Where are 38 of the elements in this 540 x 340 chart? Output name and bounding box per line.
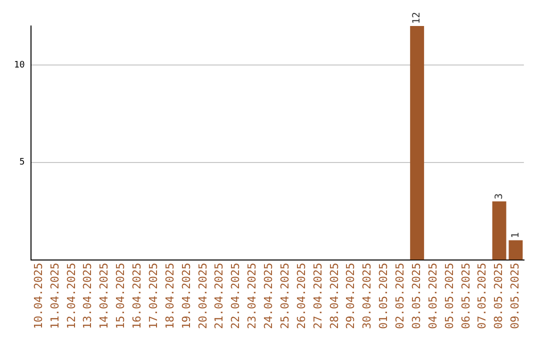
bar	[508, 240, 523, 260]
x-tick-label: 05.05.2025	[442, 262, 456, 330]
x-tick-label: 04.05.2025	[426, 262, 440, 330]
x-tick-label: 09.05.2025	[508, 262, 522, 330]
bar	[492, 201, 506, 260]
x-tick-label: 07.05.2025	[476, 262, 489, 330]
x-tick-label: 15.04.2025	[114, 262, 128, 330]
x-tick-label: 11.04.2025	[48, 262, 62, 330]
x-tick-label: 13.04.2025	[81, 262, 94, 330]
x-tick-label: 22.04.2025	[229, 262, 242, 330]
data-label: 1	[510, 232, 522, 238]
x-tick-label: 28.04.2025	[328, 262, 341, 330]
x-tick-label: 23.04.2025	[246, 262, 259, 330]
x-tick-label: 30.04.2025	[360, 262, 374, 330]
x-tick-label: 29.04.2025	[344, 262, 358, 330]
x-tick-label: 06.05.2025	[459, 262, 472, 330]
x-tick-label: 24.04.2025	[262, 262, 276, 330]
x-tick-label: 18.04.2025	[163, 262, 176, 330]
y-tick-label: 5	[19, 158, 25, 168]
x-tick-label: 02.05.2025	[394, 262, 407, 330]
x-tick-label: 12.04.2025	[64, 262, 78, 330]
x-tick-label: 01.05.2025	[377, 262, 390, 330]
x-tick-label: 26.04.2025	[294, 262, 308, 330]
x-tick-label: 14.04.2025	[98, 262, 111, 330]
x-tick-label: 10.04.2025	[32, 262, 45, 330]
x-tick-label: 27.04.2025	[311, 262, 324, 330]
x-tick-label: 16.04.2025	[130, 262, 144, 330]
x-tick-label: 20.04.2025	[196, 262, 210, 330]
x-tick-label: 19.04.2025	[180, 262, 193, 330]
x-tick-label: 21.04.2025	[212, 262, 226, 330]
y-tick-label: 10	[14, 60, 25, 70]
x-tick-label: 03.05.2025	[410, 262, 423, 330]
data-label: 3	[494, 193, 505, 200]
x-tick-label: 08.05.2025	[492, 262, 506, 330]
x-tick-label: 25.04.2025	[278, 262, 292, 330]
data-label: 12	[412, 12, 423, 24]
x-tick-label: 17.04.2025	[146, 262, 160, 330]
bar	[410, 26, 424, 260]
